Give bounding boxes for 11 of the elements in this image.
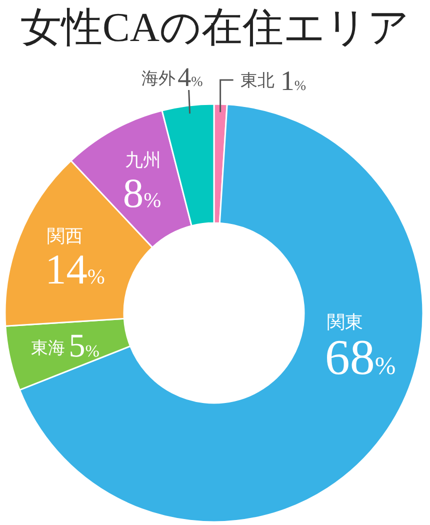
category-label: 東海 xyxy=(30,338,65,358)
value-label: 1% xyxy=(280,66,306,97)
category-label: 九州 xyxy=(124,150,161,170)
value-label: 14% xyxy=(45,246,105,294)
category-label: 海外 xyxy=(142,69,176,88)
title: 女性CAの在住エリア xyxy=(20,4,410,50)
value-label: 4% xyxy=(178,62,203,92)
category-label: 東北 xyxy=(240,71,274,90)
category-label: 関西 xyxy=(47,226,84,246)
value-label: 8% xyxy=(122,170,162,216)
value-label: 5% xyxy=(68,328,100,365)
